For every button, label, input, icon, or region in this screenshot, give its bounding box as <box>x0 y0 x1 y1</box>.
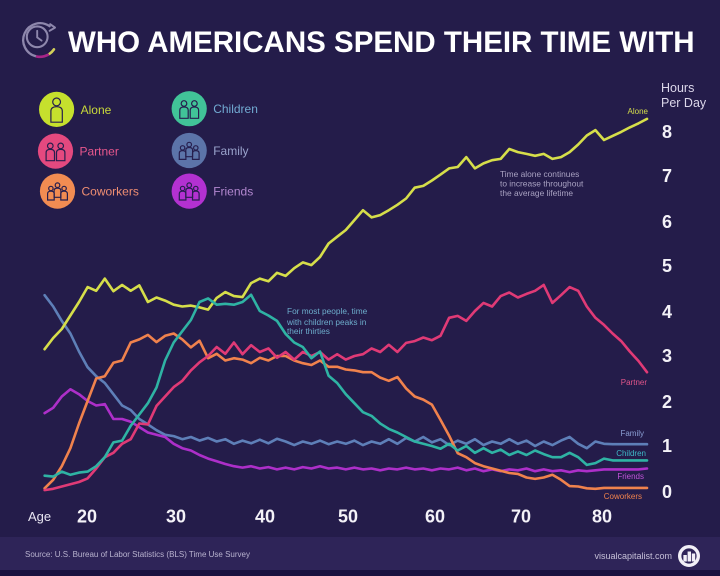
svg-text:Partner: Partner <box>80 145 119 159</box>
svg-text:Friends: Friends <box>617 472 644 481</box>
svg-text:For most people, time: For most people, time <box>287 306 368 316</box>
svg-text:Source: U.S. Bureau of Labor S: Source: U.S. Bureau of Labor Statistics … <box>25 550 250 559</box>
svg-text:Hours: Hours <box>661 81 694 95</box>
svg-text:Per Day: Per Day <box>661 96 707 110</box>
svg-text:0: 0 <box>662 482 672 502</box>
svg-text:40: 40 <box>255 507 275 527</box>
svg-text:Alone: Alone <box>628 107 649 116</box>
svg-text:visualcapitalist.com: visualcapitalist.com <box>594 551 672 561</box>
svg-text:50: 50 <box>338 507 358 527</box>
svg-text:2: 2 <box>662 392 672 412</box>
svg-text:60: 60 <box>425 507 445 527</box>
svg-text:WHO AMERICANS SPEND THEIR TIME: WHO AMERICANS SPEND THEIR TIME WITH <box>68 26 695 59</box>
svg-text:20: 20 <box>77 507 97 527</box>
svg-text:3: 3 <box>662 346 672 366</box>
svg-text:to increase throughout: to increase throughout <box>500 179 584 189</box>
svg-text:with children peaks in: with children peaks in <box>286 317 367 327</box>
svg-text:their thirties: their thirties <box>287 326 330 336</box>
svg-text:1: 1 <box>662 436 672 456</box>
svg-text:7: 7 <box>662 166 672 186</box>
svg-text:Children: Children <box>616 449 646 458</box>
svg-text:4: 4 <box>662 302 672 322</box>
svg-text:Time alone continues: Time alone continues <box>500 169 579 179</box>
svg-text:Children: Children <box>213 102 258 116</box>
svg-text:Coworkers: Coworkers <box>604 492 642 501</box>
svg-text:80: 80 <box>592 507 612 527</box>
svg-text:5: 5 <box>662 256 672 276</box>
svg-text:the average lifetime: the average lifetime <box>500 188 573 198</box>
svg-text:Family: Family <box>620 429 644 438</box>
svg-text:Coworkers: Coworkers <box>82 185 139 199</box>
svg-text:Family: Family <box>213 144 248 158</box>
svg-text:70: 70 <box>511 507 531 527</box>
svg-text:Alone: Alone <box>81 103 112 117</box>
svg-text:8: 8 <box>662 122 672 142</box>
svg-text:Partner: Partner <box>621 378 648 387</box>
svg-text:6: 6 <box>662 212 672 232</box>
svg-text:30: 30 <box>166 507 186 527</box>
svg-text:Friends: Friends <box>213 185 253 199</box>
svg-text:Age: Age <box>28 509 51 524</box>
